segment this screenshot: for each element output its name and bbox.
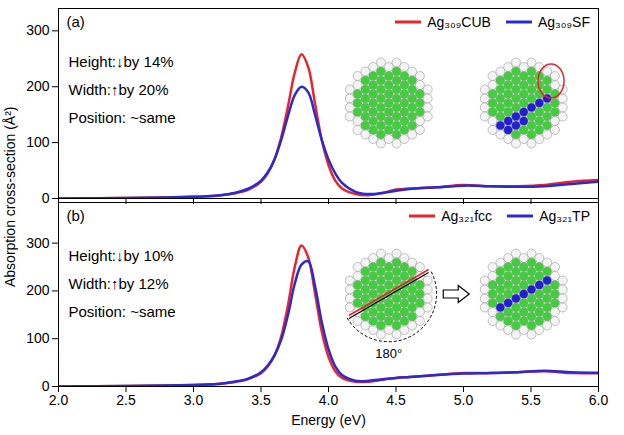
svg-text:0: 0 [41, 378, 50, 394]
svg-text:(a): (a) [67, 13, 85, 30]
svg-text:(b): (b) [67, 207, 85, 224]
svg-text:300: 300 [26, 22, 50, 38]
svg-text:Width:↑by 20%: Width:↑by 20% [69, 81, 169, 98]
svg-text:100: 100 [26, 134, 50, 150]
svg-text:3.0: 3.0 [184, 392, 204, 408]
svg-text:0: 0 [42, 190, 50, 206]
svg-text:Position: ~same: Position: ~same [69, 303, 176, 320]
svg-text:3.5: 3.5 [251, 392, 271, 408]
svg-text:180°: 180° [375, 346, 402, 361]
svg-text:100: 100 [26, 330, 50, 346]
svg-text:Height:↓by 10%: Height:↓by 10% [69, 247, 174, 264]
svg-text:300: 300 [26, 235, 50, 251]
svg-text:Energy (eV): Energy (eV) [291, 412, 366, 428]
html-text:Ag₃₂₁fcc: Ag₃₂₁fcc [441, 208, 493, 224]
html-text:Ag₃₀₉SF: Ag₃₀₉SF [537, 14, 590, 30]
html-text:Absorption cross-section (Å²): Absorption cross-section (Å²) [2, 106, 18, 288]
html-text:Ag₃₂₁TP: Ag₃₂₁TP [539, 208, 590, 224]
svg-text:Width:↑by 12%: Width:↑by 12% [69, 275, 169, 292]
svg-text:2.0: 2.0 [49, 392, 69, 408]
svg-text:6.0: 6.0 [589, 392, 609, 408]
svg-text:200: 200 [26, 282, 50, 298]
svg-text:Height:↓by 14%: Height:↓by 14% [69, 53, 174, 70]
svg-text:4.5: 4.5 [386, 392, 406, 408]
svg-text:5.5: 5.5 [521, 392, 541, 408]
svg-text:Position: ~same: Position: ~same [69, 109, 176, 126]
html-text:Ag₃₀₉CUB: Ag₃₀₉CUB [427, 14, 491, 30]
svg-text:2.5: 2.5 [116, 392, 136, 408]
svg-text:200: 200 [26, 78, 50, 94]
svg-text:4.0: 4.0 [319, 392, 339, 408]
svg-text:5.0: 5.0 [454, 392, 474, 408]
